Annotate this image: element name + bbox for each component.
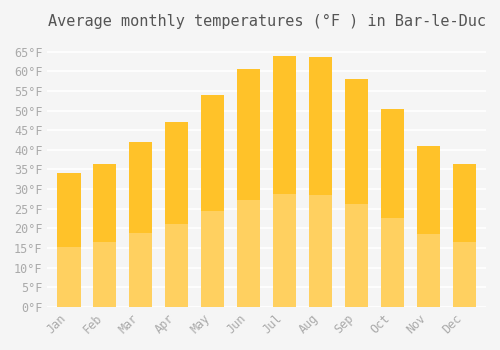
- Bar: [57, 173, 80, 247]
- Bar: [309, 57, 332, 307]
- Bar: [345, 79, 368, 307]
- Bar: [165, 122, 188, 307]
- Title: Average monthly temperatures (°F ) in Bar-le-Duc: Average monthly temperatures (°F ) in Ba…: [48, 14, 486, 29]
- Bar: [57, 173, 80, 307]
- Bar: [453, 163, 476, 243]
- Bar: [381, 108, 404, 307]
- Bar: [453, 163, 476, 307]
- Bar: [93, 163, 116, 243]
- Bar: [93, 163, 116, 307]
- Bar: [129, 142, 152, 233]
- Bar: [201, 95, 224, 307]
- Bar: [345, 79, 368, 204]
- Bar: [237, 69, 260, 307]
- Bar: [309, 57, 332, 195]
- Bar: [381, 108, 404, 218]
- Bar: [165, 122, 188, 224]
- Bar: [417, 146, 440, 307]
- Bar: [417, 146, 440, 234]
- Bar: [273, 56, 296, 194]
- Bar: [273, 56, 296, 307]
- Bar: [129, 142, 152, 307]
- Bar: [201, 95, 224, 211]
- Bar: [237, 69, 260, 200]
